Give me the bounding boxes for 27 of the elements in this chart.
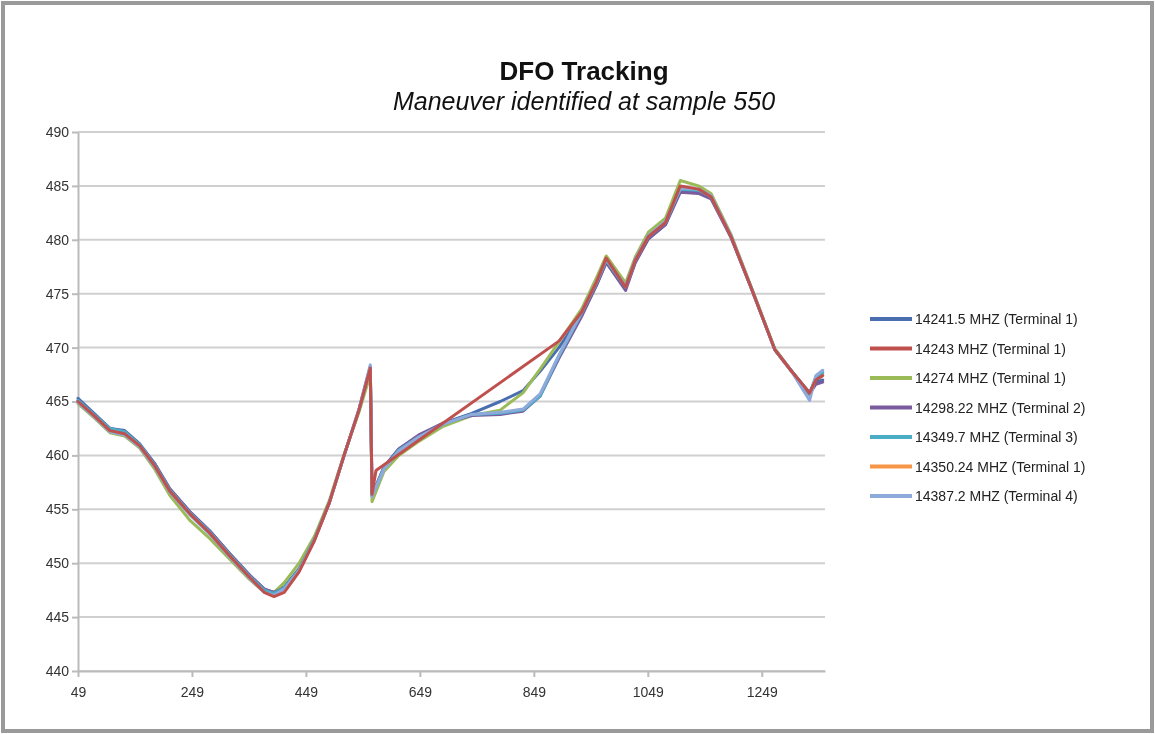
- legend-label: 14387.2 MHZ (Terminal 4): [915, 488, 1078, 504]
- y-tick-label: 490: [45, 123, 70, 140]
- x-tick-label: 849: [522, 683, 547, 700]
- y-tick-label: 460: [45, 447, 70, 464]
- legend-label: 14274 MHZ (Terminal 1): [915, 370, 1066, 386]
- y-tick-label: 470: [45, 339, 70, 356]
- legend-label: 14243 MHZ (Terminal 1): [915, 340, 1066, 357]
- chart-title: DFO Tracking: [499, 56, 669, 86]
- y-tick-label: 455: [45, 501, 70, 518]
- x-tick-label: 249: [180, 683, 205, 700]
- y-tick-label: 440: [45, 662, 70, 679]
- y-tick-label: 480: [45, 231, 70, 248]
- x-tick-label: 49: [70, 683, 87, 700]
- x-tick-label: 649: [408, 683, 433, 700]
- x-tick-label: 1249: [746, 683, 779, 700]
- y-tick-label: 445: [45, 609, 70, 626]
- chart-subtitle: Maneuver identified at sample 550: [392, 87, 776, 115]
- legend-label: 14241.5 MHZ (Terminal 1): [915, 311, 1078, 327]
- y-tick-label: 465: [45, 393, 70, 410]
- x-tick-label: 1049: [632, 683, 665, 700]
- y-tick-label: 450: [45, 555, 70, 572]
- x-tick-label: 449: [294, 683, 319, 700]
- legend-label: 14350.24 MHZ (Terminal 1): [915, 458, 1086, 475]
- legend-label: 14298.22 MHZ (Terminal 2): [915, 399, 1086, 416]
- y-tick-label: 475: [45, 285, 70, 302]
- y-tick-label: 485: [45, 177, 70, 194]
- legend-label: 14349.7 MHZ (Terminal 3): [915, 429, 1078, 445]
